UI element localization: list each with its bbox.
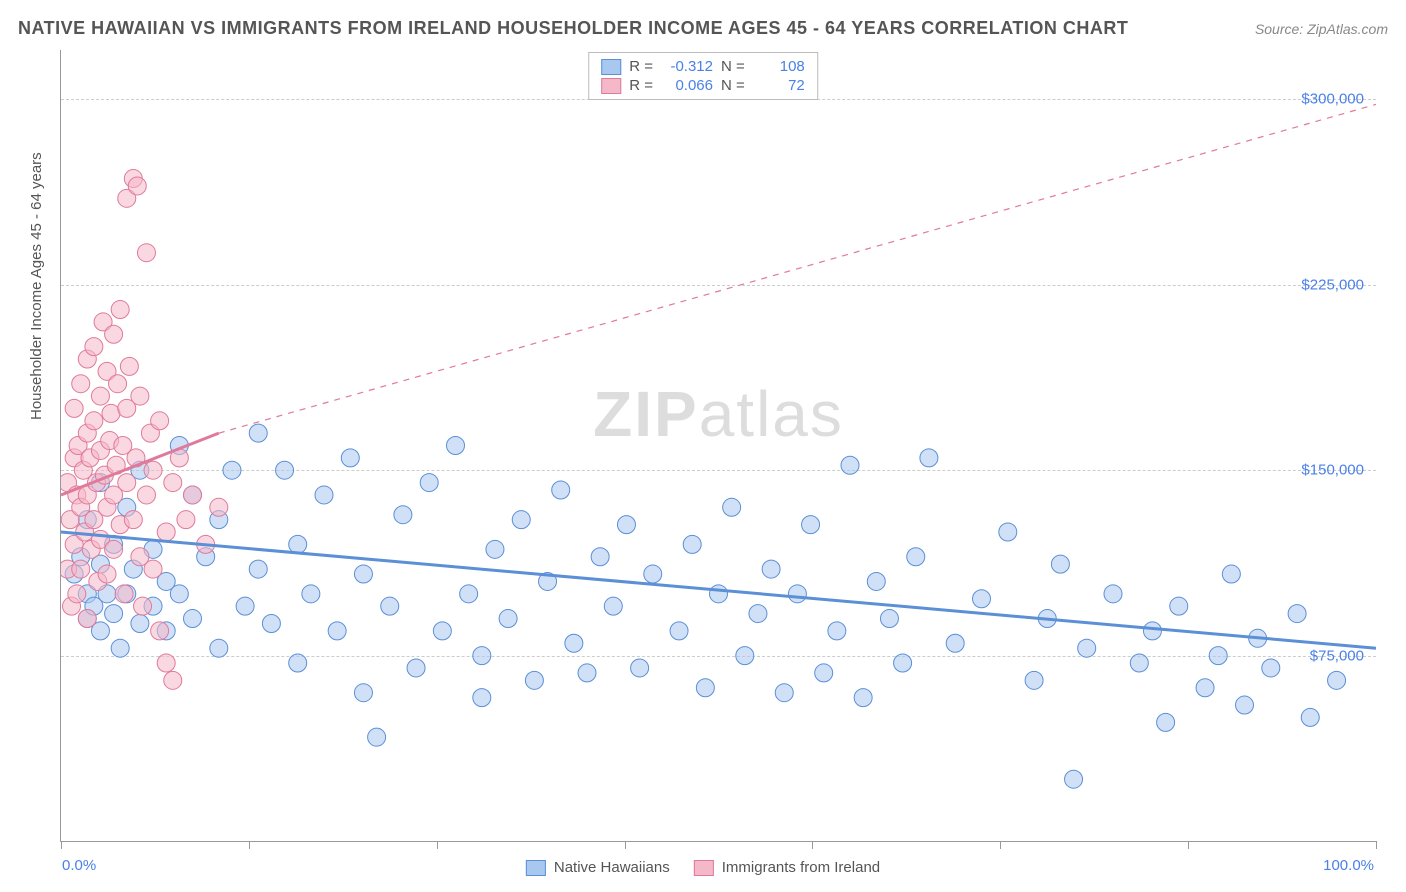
stats-box: R = -0.312 N = 108 R = 0.066 N = 72 [588,52,818,100]
legend-label: Immigrants from Ireland [722,859,880,876]
x-tick [437,841,438,849]
legend-label: Native Hawaiians [554,859,670,876]
x-tick [61,841,62,849]
chart-title: NATIVE HAWAIIAN VS IMMIGRANTS FROM IRELA… [18,18,1128,39]
stats-row: R = 0.066 N = 72 [601,76,805,95]
x-tick [625,841,626,849]
y-axis-label: Householder Income Ages 45 - 64 years [28,152,45,420]
legend-item: Native Hawaiians [526,859,670,876]
x-tick [1376,841,1377,849]
x-tick-min: 0.0% [62,857,96,874]
x-tick-max: 100.0% [1323,857,1374,874]
legend: Native Hawaiians Immigrants from Ireland [526,859,880,876]
legend-item: Immigrants from Ireland [694,859,880,876]
source-label: Source: ZipAtlas.com [1255,21,1388,37]
r-value: -0.312 [661,58,713,75]
swatch-icon [694,860,714,876]
n-label: N = [721,77,745,94]
n-value: 72 [753,77,805,94]
x-tick [812,841,813,849]
swatch-icon [526,860,546,876]
r-value: 0.066 [661,77,713,94]
x-tick [1000,841,1001,849]
n-value: 108 [753,58,805,75]
plot-area: ZIPatlas $75,000$150,000$225,000$300,000 [60,50,1376,842]
title-bar: NATIVE HAWAIIAN VS IMMIGRANTS FROM IRELA… [18,18,1388,39]
r-label: R = [629,58,653,75]
x-tick [249,841,250,849]
stats-row: R = -0.312 N = 108 [601,57,805,76]
n-label: N = [721,58,745,75]
swatch-icon [601,59,621,75]
r-label: R = [629,77,653,94]
chart-svg [61,50,1376,841]
x-tick [1188,841,1189,849]
swatch-icon [601,78,621,94]
